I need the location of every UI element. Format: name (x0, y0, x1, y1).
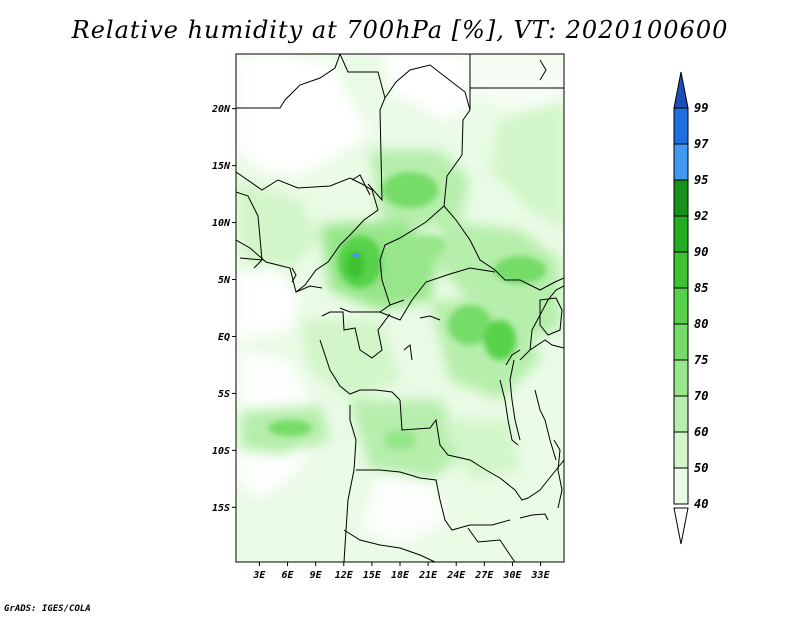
colorbar-label: 60 (694, 425, 708, 439)
lon-label: 21E (418, 570, 438, 581)
map-title: Relative humidity at 700hPa [%], VT: 202… (71, 16, 729, 44)
country-borders (236, 54, 564, 562)
lat-label: 15S (212, 503, 230, 514)
lat-label: 10S (212, 446, 230, 457)
colorbar-label: 95 (694, 173, 708, 187)
lon-label: 6E (282, 570, 295, 581)
lat-label: EQ (218, 332, 230, 343)
colorbar-label: 80 (694, 317, 708, 331)
lon-label: 15E (363, 570, 382, 581)
colorbar-bin-40-50 (673, 467, 689, 505)
colorbar-bin-60-70 (673, 395, 689, 433)
lat-label: 10N (212, 218, 231, 229)
lon-label: 24E (446, 570, 466, 581)
longitude-axis: 3E 6E 9E 12E 15E 18E 21E 24E 27E 30E 33E (252, 562, 551, 581)
lat-label: 15N (212, 161, 231, 172)
colorbar-bin-70-75 (673, 359, 689, 397)
colorbar-label: 99 (694, 101, 708, 115)
colorbar-bin-80-85 (673, 287, 689, 325)
lon-label: 12E (335, 570, 354, 581)
lat-label: 20N (211, 104, 231, 115)
lon-label: 18E (391, 570, 410, 581)
lat-label: 5N (218, 275, 231, 286)
colorbar-top-arrow (673, 71, 689, 109)
lon-label: 3E (252, 570, 266, 581)
colorbar-bin-85-90 (673, 251, 689, 289)
lon-label: 27E (474, 570, 494, 581)
colorbar-bin-75-80 (673, 323, 689, 361)
colorbar-label: 85 (694, 281, 708, 295)
colorbar-bin-50-60 (673, 431, 689, 469)
colorbar-labels: 99 97 95 92 90 85 80 75 70 60 50 40 (694, 101, 709, 511)
lon-label: 9E (310, 570, 323, 581)
colorbar-label: 90 (694, 245, 708, 259)
colorbar-label: 40 (694, 497, 708, 511)
lon-label: 30E (502, 570, 522, 581)
colorbar-label: 50 (694, 461, 708, 475)
colorbar-label: 92 (694, 209, 708, 223)
colorbar-bin-95-97 (673, 143, 689, 181)
humidity-field (236, 54, 564, 562)
colorbar-label: 75 (694, 353, 708, 367)
lon-label: 33E (531, 570, 551, 581)
colorbar-label: 70 (694, 389, 708, 403)
latitude-axis: 20N 15N 10N 5N EQ 5S 10S 15S (211, 104, 236, 514)
colorbar-bin-92-95 (673, 179, 689, 217)
lat-label: 5S (218, 389, 230, 400)
colorbar-label: 97 (694, 137, 709, 151)
colorbar-bottom-arrow (673, 507, 689, 545)
colorbar-bin-90-92 (673, 215, 689, 253)
colorbar (673, 71, 689, 545)
credit-label: GrADS: IGES/COLA (4, 604, 91, 614)
colorbar-bin-97-99 (673, 107, 689, 145)
